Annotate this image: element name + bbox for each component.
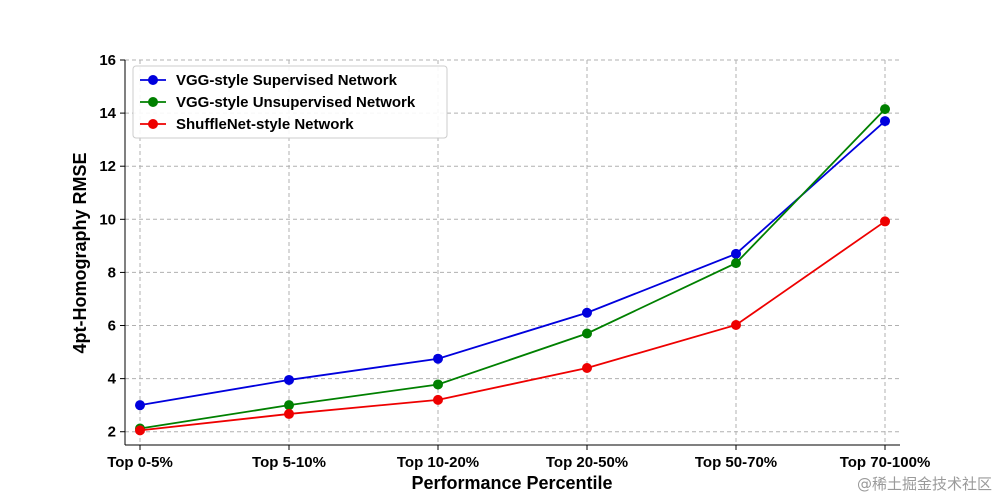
y-tick-label: 2	[108, 424, 116, 441]
watermark-text: @稀土掘金技术社区	[856, 475, 992, 493]
series-line-2	[139, 220, 886, 432]
data-point	[582, 307, 592, 318]
y-tick-label: 8	[108, 264, 116, 281]
data-point	[433, 379, 443, 390]
x-axis-label: Performance Percentile	[411, 473, 612, 493]
y-tick-label: 12	[99, 158, 116, 175]
legend-label: VGG-style Unsupervised Network	[176, 94, 416, 111]
legend: VGG-style Supervised Network VGG-style Un…	[132, 65, 448, 139]
data-point	[731, 258, 741, 269]
legend-marker	[148, 119, 158, 129]
y-tick-label: 4	[108, 371, 117, 388]
y-tick-label: 14	[99, 105, 116, 122]
x-tick-label: Top 70-100%	[840, 454, 931, 471]
y-tick-label: 16	[99, 52, 116, 69]
data-point	[582, 363, 592, 373]
x-tick-label: Top 0-5%	[107, 454, 173, 471]
data-point	[284, 400, 294, 411]
legend-marker	[148, 97, 158, 107]
legend-marker	[148, 75, 158, 85]
data-point	[284, 374, 294, 385]
x-tick-label: Top 20-50%	[546, 454, 628, 471]
data-point	[731, 319, 741, 330]
series-line-1	[139, 108, 886, 430]
legend-label: ShuffleNet-style Network	[176, 116, 354, 133]
legend-box	[132, 65, 448, 139]
tick-labels: 2 4 6 8 10 12 14 16 Top 0-5% Top 5-10% Top 10-20% T…	[99, 52, 930, 471]
data-point	[582, 328, 592, 339]
data-point	[284, 408, 294, 419]
x-tick-label: Top 5-10%	[252, 454, 326, 471]
data-point	[880, 104, 890, 115]
data-point	[880, 216, 890, 227]
y-tick-label: 10	[99, 211, 116, 228]
legend-label: VGG-style Supervised Network	[176, 72, 398, 89]
x-tick-label: Top 50-70%	[695, 454, 777, 471]
data-point	[433, 353, 443, 364]
x-tick-label: Top 10-20%	[397, 454, 479, 471]
axes	[120, 59, 900, 450]
data-point	[433, 394, 443, 405]
data-point	[880, 116, 890, 127]
data-point	[731, 248, 741, 259]
series-line-0	[139, 120, 886, 407]
data-point	[135, 425, 145, 436]
y-axis-label: 4pt-Homography RMSE	[70, 152, 90, 353]
data-point	[135, 400, 145, 411]
y-tick-label: 6	[108, 318, 116, 335]
series-layer	[135, 104, 890, 436]
